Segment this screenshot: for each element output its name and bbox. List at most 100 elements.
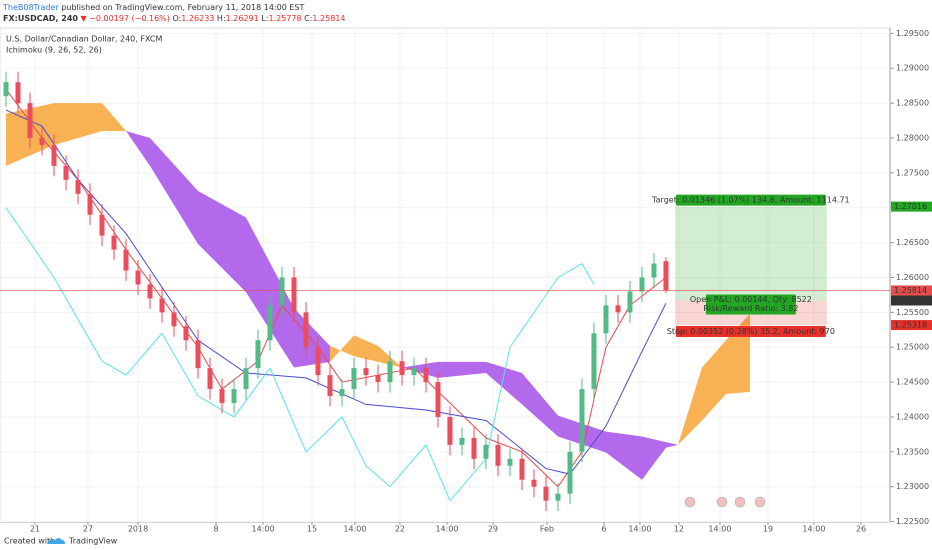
candle-body — [399, 361, 405, 376]
candle-body — [351, 368, 357, 390]
candle-body — [159, 298, 165, 313]
indicator-line — [5, 207, 595, 502]
y-tick-label: 1.24500 — [896, 378, 929, 387]
x-tick-label: 8 — [213, 525, 218, 534]
author[interactable]: TheB08Trader — [2, 3, 59, 12]
candle-body — [39, 137, 45, 145]
candle-body — [639, 277, 645, 292]
l: L: — [259, 14, 269, 23]
candle-body — [303, 312, 309, 348]
stop-label: Stop: 0.00352 (0.28%) 35.2, Amount: 970 — [667, 327, 835, 336]
candle-body — [87, 193, 93, 215]
candle-body — [447, 416, 453, 445]
candle-body — [363, 368, 369, 376]
candle-body — [411, 368, 417, 376]
cloud-segment — [437, 361, 486, 378]
x-tick-label: 27 — [83, 525, 93, 534]
candle-body — [99, 214, 105, 236]
cloud-segment — [245, 217, 294, 368]
candle-body — [591, 333, 597, 390]
target-label-box — [675, 194, 826, 206]
target-tag-box — [891, 201, 932, 212]
brand[interactable]: TradingView — [68, 537, 118, 546]
x-tick-label: 6 — [601, 525, 606, 534]
x-tick-label: 14:00 — [343, 525, 366, 534]
candle-body — [243, 368, 249, 390]
candle-body — [567, 451, 573, 494]
pnl-label: Open P&L: 0.00144, Qty: 8522 — [690, 295, 812, 304]
x-tick-label: 2018 — [128, 525, 148, 534]
symbol: FX:USDCAD, 240 — [3, 14, 78, 23]
candle-body — [135, 270, 141, 285]
candle-body — [267, 305, 273, 341]
stop-tag-box — [891, 320, 932, 331]
x-tick-label: 26 — [856, 525, 866, 534]
candle-body — [123, 249, 129, 271]
cloud-segment — [605, 431, 642, 480]
candle-body — [495, 444, 501, 466]
o-val: 1.26233 — [181, 14, 214, 23]
cloud-segment — [101, 103, 126, 132]
candle-body — [483, 444, 489, 459]
candle-body — [147, 284, 153, 299]
candle-body — [471, 437, 477, 459]
event-icon[interactable] — [754, 496, 766, 508]
candle-body — [603, 305, 609, 334]
candle-body — [219, 389, 225, 404]
x-tick-label: Feb — [540, 525, 554, 534]
logo — [47, 538, 65, 544]
c-val: 1.25814 — [312, 14, 345, 23]
c: C: — [302, 14, 313, 23]
event-icon[interactable] — [734, 496, 746, 508]
entry-tag-box — [891, 295, 932, 306]
cloud-segment — [197, 190, 246, 293]
x-tick-label: 14:00 — [708, 525, 731, 534]
y-tick-label: 1.25500 — [896, 308, 929, 317]
x-tick-label: 14:00 — [435, 525, 458, 534]
target-label: Target: 0.01346 (1.07%) 134.6, Amount: 1… — [651, 196, 850, 205]
x-tick-label: 22 — [395, 525, 405, 534]
cloud-segment — [677, 367, 702, 445]
published: published on TradingView.com, February 1… — [59, 3, 305, 12]
pnl-box — [705, 294, 796, 315]
candle-body — [183, 326, 189, 341]
candle-body — [375, 375, 381, 383]
candle-body — [111, 235, 117, 250]
cloud-segment — [53, 103, 102, 145]
y-tick-label: 1.23500 — [896, 447, 929, 456]
cloud-segment — [401, 361, 438, 378]
candle-body — [315, 347, 321, 376]
y-tick-label: 1.22500 — [896, 517, 929, 526]
y-tick-label: 1.29000 — [896, 64, 929, 73]
cloud-segment — [377, 345, 402, 368]
candle-body — [543, 486, 549, 501]
axes: 1.22500 1.23000 1.23500 1.24000 1.24500 1.250… — [30, 29, 929, 534]
candle-body — [519, 458, 525, 480]
candle-body — [627, 291, 633, 313]
rr-label: Risk/Reward Ratio: 3.82 — [703, 304, 798, 313]
y-tick-label: 1.28000 — [896, 133, 929, 142]
candle-body — [615, 305, 621, 313]
cloud-segment — [521, 373, 558, 437]
candle-body — [423, 368, 429, 383]
candle-body — [195, 340, 201, 369]
candle-body — [507, 458, 513, 466]
candle-body — [75, 179, 81, 194]
event-icon[interactable] — [684, 496, 696, 508]
y-tick-label: 1.28500 — [896, 99, 929, 108]
x-tick-label: 14:00 — [628, 525, 651, 534]
candle-body — [255, 340, 261, 369]
event-icon[interactable] — [716, 496, 728, 508]
events — [684, 496, 766, 508]
x-tick-label: 14:00 — [802, 525, 825, 534]
candle-body — [207, 368, 213, 390]
cloud-segment — [701, 340, 726, 421]
candle-body — [651, 263, 657, 278]
l-val: 1.25778 — [268, 14, 301, 23]
symbol-line: FX:USDCAD, 240 ▼ −0.00197 (−0.16%) O:1.2… — [3, 14, 345, 23]
x-tick-label: 29 — [488, 525, 498, 534]
last-price-tag: 1.25814 — [894, 286, 927, 295]
candle-body — [231, 389, 237, 404]
